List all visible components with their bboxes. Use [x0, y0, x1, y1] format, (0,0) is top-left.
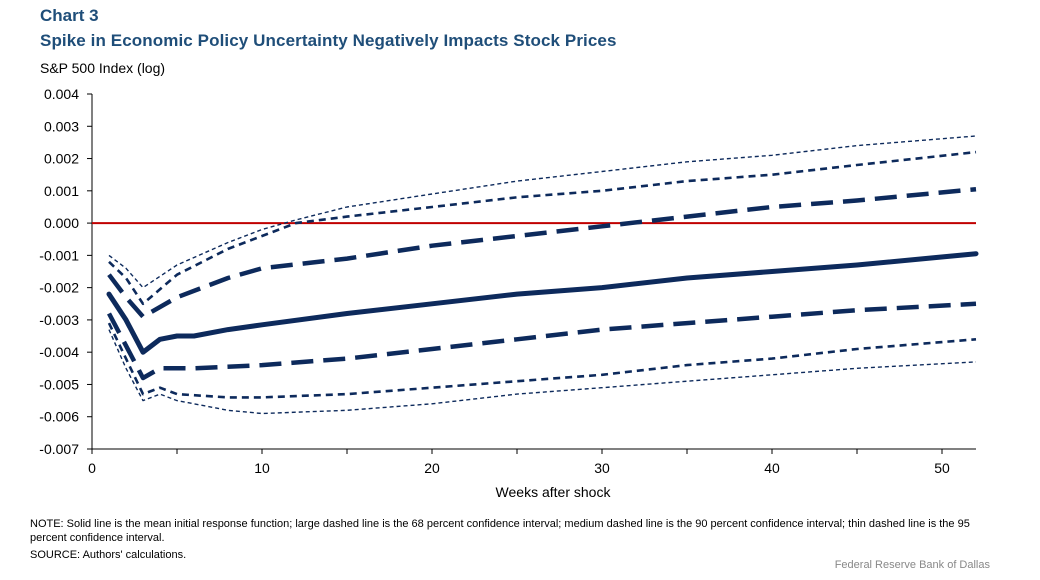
y-tick-label: -0.004: [39, 344, 79, 360]
y-tick-label: -0.006: [39, 409, 79, 425]
y-tick-label: -0.001: [39, 247, 79, 263]
x-tick-label: 0: [88, 460, 96, 476]
series-line-68-lower: [107, 301, 977, 381]
y-tick-label: 0.000: [44, 215, 79, 231]
chart-title: Spike in Economic Policy Uncertainty Neg…: [40, 31, 617, 50]
y-tick-label: 0.004: [44, 86, 79, 102]
y-tick-label: -0.003: [39, 312, 79, 328]
y-axis-label: S&P 500 Index (log): [40, 60, 166, 76]
y-tick-label: 0.001: [44, 183, 79, 199]
y-tick-label: 0.002: [44, 151, 79, 167]
series-line-95-lower: [108, 329, 977, 415]
x-tick-label: 40: [764, 460, 780, 476]
y-tick-label: -0.007: [39, 441, 79, 457]
chart-number: Chart 3: [40, 6, 99, 25]
series-line-mean: [106, 251, 979, 355]
line-chart: 0.004 0.003 0.002 0.001 0.000 -0.001 -0.002 -0.…: [39, 86, 979, 500]
series-layer: [106, 135, 979, 415]
credit-line: Federal Reserve Bank of Dallas: [834, 559, 990, 571]
x-tick-label: 20: [424, 460, 440, 476]
series-line-90-lower: [107, 322, 977, 399]
axes-layer: 0.004 0.003 0.002 0.001 0.000 -0.001 -0.002 -0.…: [39, 86, 976, 476]
series-line-68-upper: [107, 186, 977, 319]
x-axis-label: Weeks after shock: [496, 484, 612, 500]
chart-source: SOURCE: Authors' calculations.: [30, 549, 187, 561]
y-tick-label: -0.002: [39, 280, 79, 296]
x-tick-label: 50: [934, 460, 950, 476]
y-tick-label: 0.003: [44, 118, 79, 134]
y-tick-label: -0.005: [39, 376, 79, 392]
chart-note: NOTE: Solid line is the mean initial res…: [30, 518, 970, 544]
x-tick-label: 10: [254, 460, 270, 476]
series-line-90-upper: [108, 150, 977, 306]
x-tick-label: 30: [594, 460, 610, 476]
series-line-95-upper: [108, 135, 977, 289]
